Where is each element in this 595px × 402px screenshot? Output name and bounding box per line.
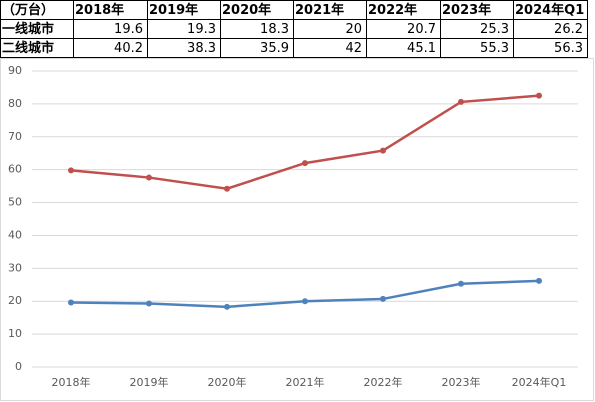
data-point (458, 98, 464, 105)
table-text: 38.3 (187, 41, 216, 56)
table-text: 19.6 (114, 22, 143, 37)
y-tick-label: 70 (8, 130, 22, 143)
data-point (224, 303, 230, 310)
x-tick-label: 2018年 (52, 375, 91, 389)
table-text: 2024年Q1 (515, 2, 584, 18)
data-point (68, 167, 74, 174)
table-text: 55.3 (480, 41, 509, 56)
data-point (536, 92, 542, 99)
y-tick-label: 80 (8, 97, 22, 110)
y-tick-label: 30 (8, 261, 22, 274)
data-point (224, 185, 230, 192)
table-text: 26.2 (554, 22, 583, 37)
x-tick-label: 2019年 (130, 375, 169, 389)
table-text: 2019年 (149, 2, 198, 18)
data-point (146, 300, 152, 307)
data-point (68, 299, 74, 306)
data-point (302, 160, 308, 167)
table-text: 二线城市 (2, 40, 54, 56)
data-point (380, 147, 386, 154)
data-point (380, 295, 386, 302)
table-text: 2021年 (295, 2, 344, 18)
y-tick-label: 40 (8, 228, 22, 241)
y-tick-label: 20 (8, 294, 22, 307)
table-text: 20 (345, 22, 362, 37)
table-text: 40.2 (114, 41, 143, 56)
table-text: 18.3 (260, 22, 289, 37)
table-text: 20.7 (407, 22, 436, 37)
table-text: 一线城市 (2, 21, 54, 37)
y-tick-label: 10 (8, 327, 22, 340)
y-tick-label: 90 (8, 64, 22, 77)
data-point (302, 298, 308, 305)
y-tick-label: 0 (15, 360, 22, 373)
table-text: 2020年 (222, 2, 271, 18)
y-tick-label: 60 (8, 163, 22, 176)
data-point (536, 277, 542, 284)
table-text: 45.1 (407, 41, 436, 56)
table-text: 19.3 (187, 22, 216, 37)
data-point (458, 280, 464, 287)
chart-border (0, 58, 594, 401)
table-text: 56.3 (554, 41, 583, 56)
x-tick-label: 2023年 (442, 375, 481, 389)
table-text: （万台） (2, 2, 54, 18)
table-text: 2023年 (442, 2, 491, 18)
table-cell (513, 38, 588, 58)
y-tick-label: 50 (8, 196, 22, 209)
data-point (146, 174, 152, 181)
x-tick-label: 2024年Q1 (512, 375, 567, 389)
x-tick-label: 2022年 (364, 375, 403, 389)
table-text: 2022年 (368, 2, 417, 18)
table-text: 35.9 (260, 41, 289, 56)
x-tick-label: 2021年 (286, 375, 325, 389)
table-text: 25.3 (480, 22, 509, 37)
table-text: 2018年 (75, 2, 124, 18)
table-text: 42 (345, 41, 362, 56)
x-tick-label: 2020年 (208, 375, 247, 389)
